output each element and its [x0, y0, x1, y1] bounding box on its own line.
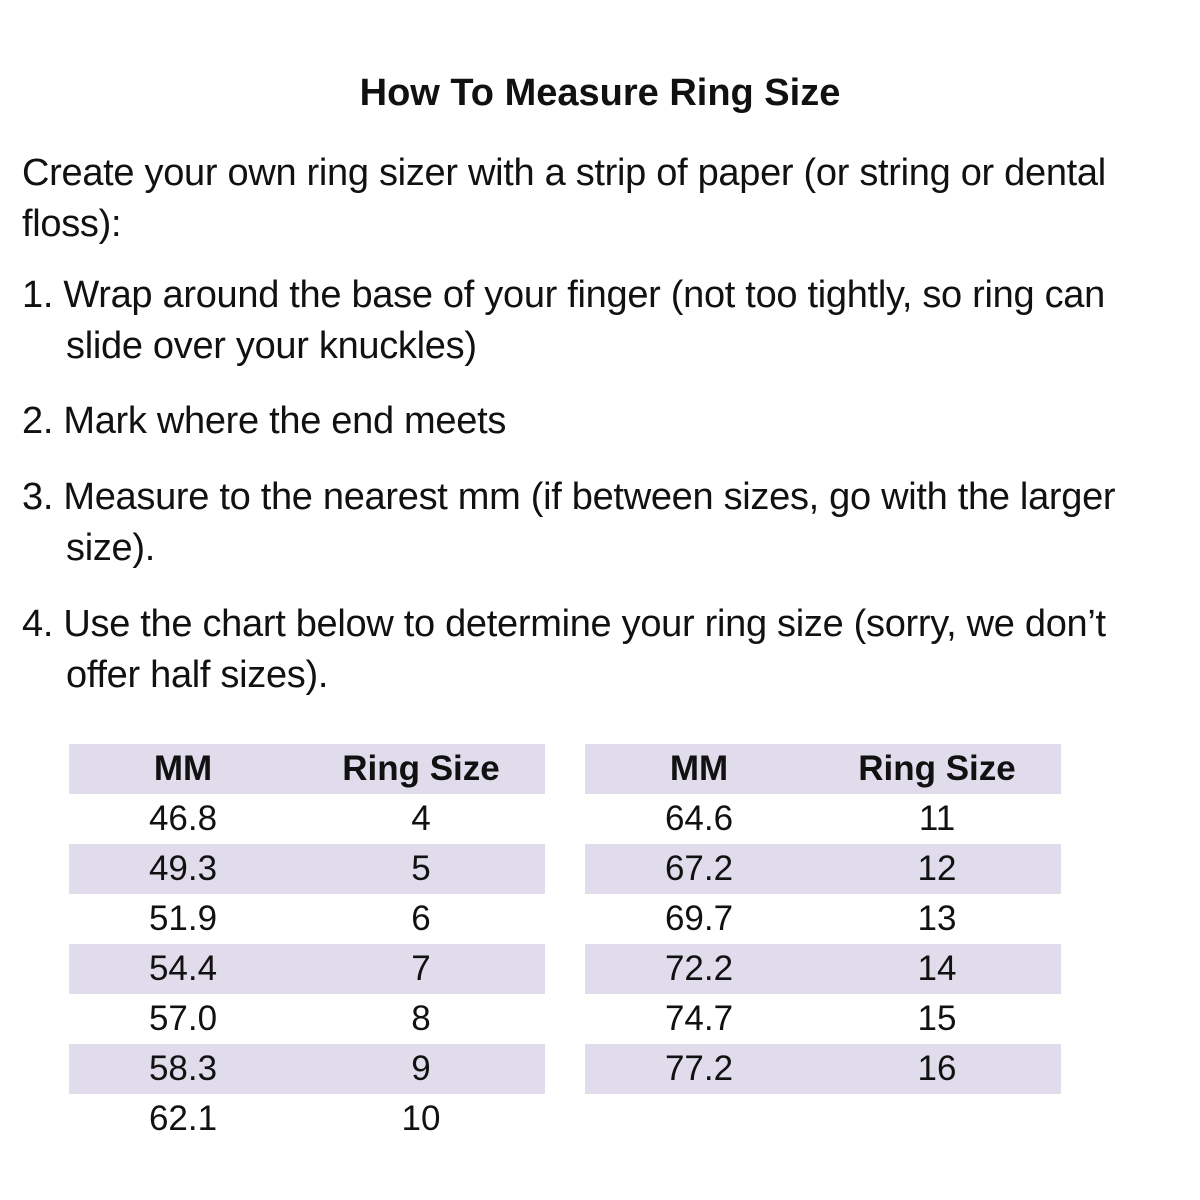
- table-row: 49.3 5: [69, 844, 545, 894]
- mm-cell: 77.2: [664, 1049, 734, 1088]
- mm-cell: 54.4: [148, 949, 218, 988]
- ring-size-cell: 7: [411, 949, 431, 988]
- step-4: 4. Use the chart below to determine your…: [22, 603, 1106, 696]
- ring-size-cell: 13: [917, 899, 957, 938]
- ring-size-cell: 6: [411, 899, 431, 938]
- table-header: MM Ring Size: [585, 744, 1061, 794]
- ring-size-cell: 4: [411, 799, 431, 838]
- mm-cell: 69.7: [664, 899, 734, 938]
- table-row: 46.8 4: [69, 794, 545, 844]
- step-3: 3. Measure to the nearest mm (if between…: [22, 476, 1116, 569]
- table-row: 77.2 16: [585, 1044, 1061, 1094]
- mm-cell: 57.0: [148, 999, 218, 1038]
- mm-cell: 74.7: [664, 999, 734, 1038]
- mm-cell: 58.3: [148, 1049, 218, 1088]
- mm-cell: 49.3: [148, 849, 218, 888]
- table-row: 67.2 12: [585, 844, 1061, 894]
- table-row: 62.1 10: [69, 1094, 545, 1144]
- ring-size-cell: 11: [918, 799, 956, 838]
- ring-size-cell: 5: [411, 849, 431, 888]
- page-title: How To Measure Ring Size: [359, 72, 841, 114]
- table-row: 69.7 13: [585, 894, 1061, 944]
- header-mm: MM: [669, 749, 729, 788]
- table-row: 51.9 6: [69, 894, 545, 944]
- ring-size-cell: 8: [411, 999, 431, 1038]
- header-ring-size: Ring Size: [342, 749, 500, 788]
- table-row: 54.4 7: [69, 944, 545, 994]
- ring-size-cell: 15: [917, 999, 957, 1038]
- intro-text: Create your own ring sizer with a strip …: [22, 152, 1106, 245]
- table-row: 64.6 11: [585, 794, 1061, 844]
- ring-size-cell: 10: [401, 1099, 441, 1138]
- table-row: 72.2 14: [585, 944, 1061, 994]
- mm-cell: 51.9: [148, 899, 218, 938]
- table-row: 74.7 15: [585, 994, 1061, 1044]
- mm-cell: 46.8: [148, 799, 218, 838]
- ring-size-cell: 16: [917, 1049, 957, 1088]
- mm-cell: 64.6: [664, 799, 734, 838]
- header-ring-size: Ring Size: [858, 749, 1016, 788]
- mm-cell: 72.2: [664, 949, 734, 988]
- mm-cell: 62.1: [148, 1099, 218, 1138]
- ring-size-table-left: MM Ring Size 46.8 4 49.3 5 51.9 6 54.4 7 57.0 8 58…: [69, 744, 545, 1144]
- ring-size-table-right: MM Ring Size 64.6 11 67.2 12 69.7 13 72.2 14 74.…: [585, 744, 1061, 1094]
- ring-size-cell: 12: [917, 849, 957, 888]
- table-header: MM Ring Size: [69, 744, 545, 794]
- ring-size-cell: 14: [917, 949, 957, 988]
- table-row: 57.0 8: [69, 994, 545, 1044]
- mm-cell: 67.2: [664, 849, 734, 888]
- header-mm: MM: [153, 749, 213, 788]
- step-2: 2. Mark where the end meets: [22, 400, 507, 442]
- step-1: 1. Wrap around the base of your finger (…: [22, 274, 1105, 367]
- ring-size-cell: 9: [411, 1049, 431, 1088]
- table-row: 58.3 9: [69, 1044, 545, 1094]
